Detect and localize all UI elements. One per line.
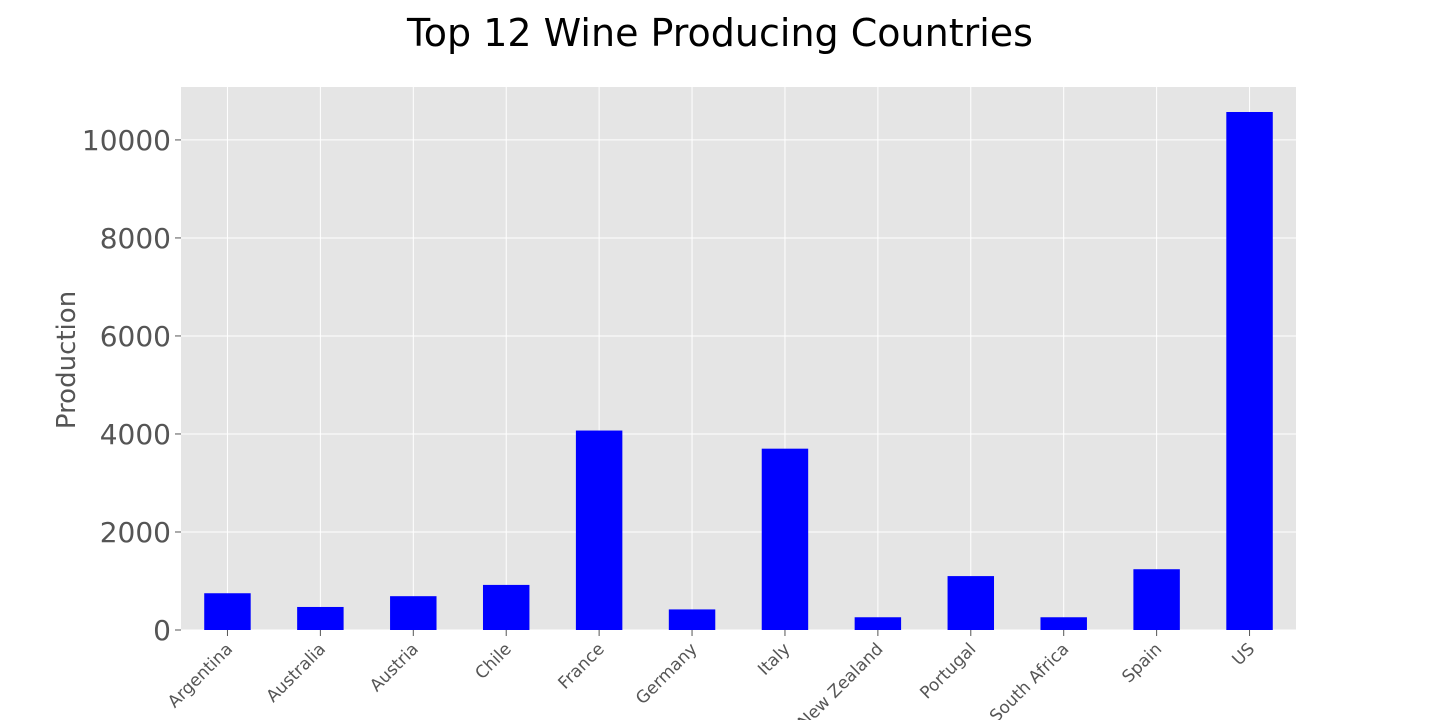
bar-austria bbox=[390, 596, 437, 630]
bar-new-zealand bbox=[854, 617, 902, 630]
bar-us bbox=[1226, 111, 1273, 631]
bar-italy bbox=[761, 448, 809, 630]
x-tick-label: Argentina bbox=[164, 639, 237, 712]
x-axis-ticks: Argentina Australia Austria Chile France Germ… bbox=[164, 630, 1259, 720]
x-tick-label: Chile bbox=[472, 639, 516, 683]
bar-germany bbox=[668, 609, 716, 630]
x-tick-label: Austria bbox=[366, 639, 423, 696]
bar-chile bbox=[482, 584, 530, 630]
bars bbox=[204, 111, 1273, 631]
x-tick-label: South Africa bbox=[986, 639, 1073, 720]
x-tick-label: Spain bbox=[1118, 639, 1166, 687]
x-tick-label: Portugal bbox=[916, 639, 980, 703]
x-tick-label: France bbox=[555, 639, 609, 693]
x-tick-label: New Zealand bbox=[794, 639, 887, 720]
y-axis-ticks: 0 2000 4000 6000 8000 10000 bbox=[82, 124, 181, 647]
bar-portugal bbox=[947, 576, 995, 630]
y-tick-label: 6000 bbox=[100, 320, 171, 353]
x-tick-label: US bbox=[1229, 639, 1260, 670]
y-tick-label: 0 bbox=[153, 614, 171, 647]
y-tick-label: 8000 bbox=[100, 222, 171, 255]
bar-france bbox=[575, 430, 623, 630]
bar-argentina bbox=[204, 593, 251, 630]
y-axis-label: Production bbox=[52, 291, 82, 429]
bar-spain bbox=[1133, 569, 1180, 630]
x-tick-label: Italy bbox=[754, 639, 794, 679]
chart-title: Top 12 Wine Producing Countries bbox=[406, 11, 1033, 55]
x-tick-label: Germany bbox=[632, 639, 701, 708]
x-tick-label: Australia bbox=[263, 639, 330, 706]
y-tick-label: 4000 bbox=[100, 418, 171, 451]
y-tick-label: 2000 bbox=[100, 516, 171, 549]
bar-south-africa bbox=[1040, 617, 1087, 630]
y-tick-label: 10000 bbox=[82, 124, 171, 157]
plot-area bbox=[181, 87, 1296, 630]
bar-australia bbox=[297, 606, 344, 630]
